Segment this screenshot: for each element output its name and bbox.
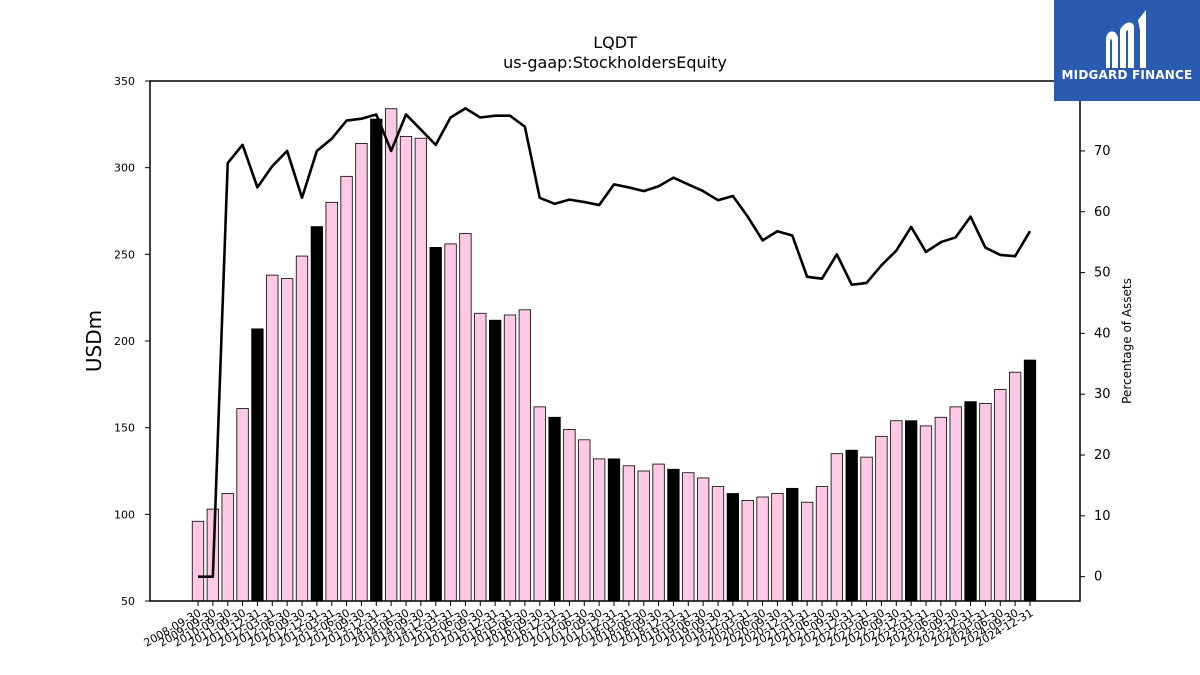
bar-2017-09-30	[592, 458, 606, 602]
y-tick-label: 100	[114, 508, 135, 521]
bar-2013-06-30	[340, 175, 353, 602]
bar-2023-06-30	[934, 416, 947, 602]
bar-2021-12-31	[845, 449, 858, 602]
percentage-line	[198, 107, 1032, 578]
bar-2020-06-30	[756, 496, 769, 602]
logo-text: MIDGARD FINANCE	[1061, 68, 1193, 82]
bar-2014-06-30	[399, 136, 413, 602]
y2-tick-label: 0	[1094, 570, 1102, 585]
bar-2014-09-30	[414, 137, 428, 602]
y2-tick-label: 30	[1094, 387, 1111, 402]
bar-2015-06-30	[459, 233, 472, 602]
bar-2018-06-30	[637, 470, 650, 602]
bar-2016-06-30	[518, 309, 531, 602]
bar-2016-03-31	[503, 314, 517, 602]
bar-2013-03-31	[325, 201, 338, 602]
bar-2016-12-31	[548, 416, 561, 602]
bar-2010-09-30	[221, 493, 234, 602]
bar-2021-06-30	[815, 486, 829, 602]
bar-2012-12-31	[310, 226, 324, 602]
bar-2024-06-30	[994, 389, 1007, 602]
bar-2024-03-31	[979, 402, 992, 602]
bar-2015-12-31	[488, 319, 502, 602]
y2-tick-label: 60	[1094, 205, 1111, 220]
bar-2023-12-31	[964, 401, 977, 602]
y-tick-label: 300	[114, 162, 135, 175]
chart-subtitle: us-gaap:StockholdersEquity	[503, 53, 727, 72]
bar-2016-09-30	[533, 406, 546, 602]
y2-tick-label: 70	[1094, 144, 1111, 159]
bar-2013-12-31	[370, 118, 383, 602]
y-tick-label: 350	[114, 75, 135, 88]
bar-2023-03-31	[919, 425, 933, 602]
bar-2021-09-30	[830, 453, 843, 602]
bar-2014-12-31	[429, 246, 442, 602]
bar-2022-12-31	[904, 420, 918, 602]
bar-2019-12-31	[726, 493, 739, 602]
bar-2023-09-30	[949, 406, 962, 602]
bar-2011-12-31	[251, 328, 264, 602]
bar-2018-12-31	[667, 468, 680, 602]
y-tick-label: 50	[121, 595, 135, 608]
bar-2021-03-31	[800, 501, 814, 602]
bar-2022-06-30	[875, 435, 888, 602]
bar-2011-09-30	[236, 408, 249, 602]
bar-2017-03-31	[563, 428, 576, 602]
bar-2017-12-31	[607, 458, 621, 602]
y2-tick-label: 50	[1094, 266, 1111, 281]
bar-2024-09-30	[1008, 371, 1022, 602]
bar-2018-03-31	[622, 465, 635, 602]
bar-2017-06-30	[578, 439, 591, 602]
bar-2019-09-30	[711, 486, 725, 602]
bar-2019-03-31	[682, 472, 695, 602]
bar-series	[191, 108, 1037, 602]
bar-2020-03-31	[741, 500, 754, 602]
bar-2018-09-30	[652, 463, 665, 602]
bar-2020-12-31	[786, 487, 799, 602]
bar-2024-12-31	[1023, 359, 1037, 602]
y-tick-label: 150	[114, 422, 135, 435]
bar-2020-09-30	[771, 493, 784, 602]
bar-2015-09-30	[474, 312, 487, 602]
bar-2015-03-31	[444, 243, 457, 602]
bar-2022-09-30	[890, 420, 903, 602]
brand-logo: MIDGARD FINANCE	[1054, 0, 1200, 101]
midgard-logo-icon	[1106, 10, 1146, 68]
chart-title: LQDT	[593, 33, 637, 52]
y-tick-label: 200	[114, 335, 135, 348]
bar-2014-03-31	[384, 108, 398, 602]
bar-2012-03-31	[266, 274, 279, 602]
left-axis-ticks: 50 100 150 200 250 300 350	[114, 75, 150, 608]
y2-tick-label: 40	[1094, 326, 1111, 341]
x-axis-ticks: 2008-09-302009-09-302010-09-302011-09-30…	[142, 601, 1035, 650]
percentage-line-series	[198, 107, 1032, 578]
y2-tick-label: 20	[1094, 448, 1111, 463]
right-axis-ticks: 0 10 20 30 40 50 60 70	[1080, 144, 1111, 585]
bar-2012-09-30	[295, 255, 309, 602]
y2-axis-label: Percentage of Assets	[1120, 278, 1134, 404]
y-tick-label: 250	[114, 248, 135, 261]
y-axis-label: USDm	[82, 310, 106, 372]
bar-2022-03-31	[860, 456, 873, 602]
bar-2012-06-30	[280, 278, 294, 602]
bar-2008-09-30	[191, 520, 205, 602]
y2-tick-label: 10	[1094, 509, 1111, 524]
bar-2013-09-30	[355, 142, 368, 602]
bar-2019-06-30	[696, 477, 710, 602]
